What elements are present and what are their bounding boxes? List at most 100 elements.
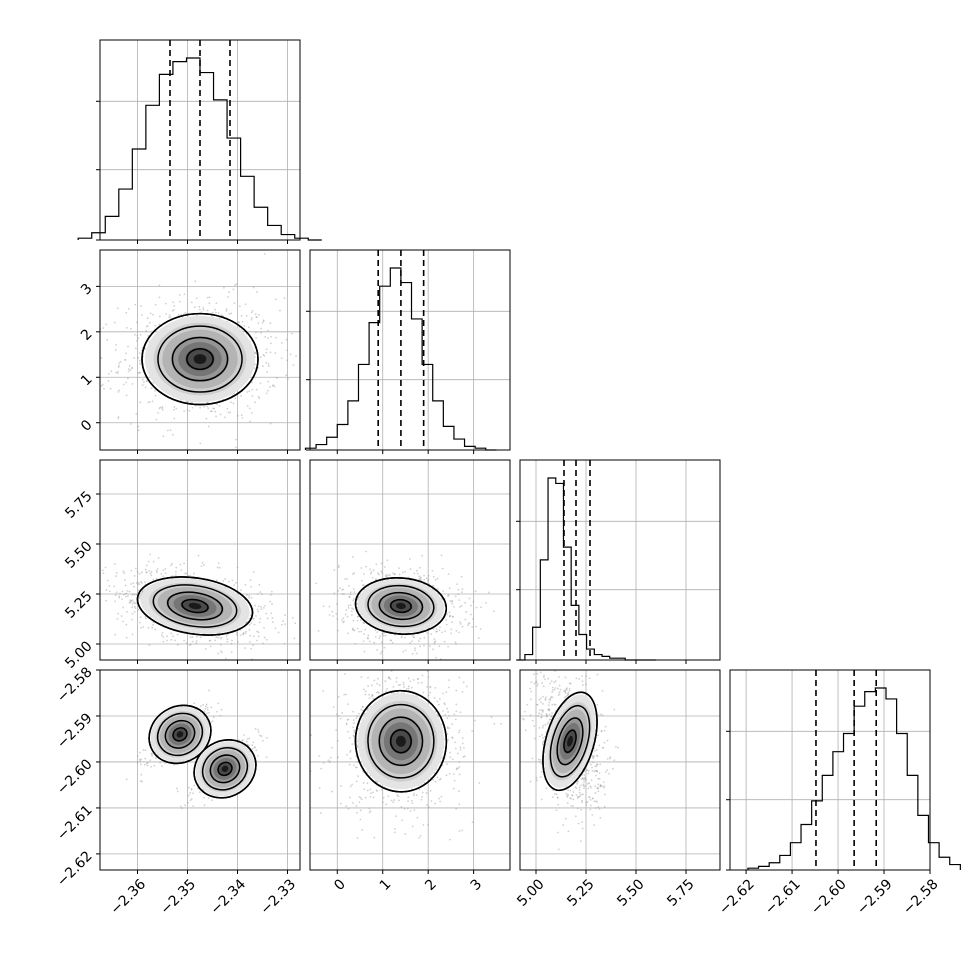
sample-point [129,369,132,372]
sample-point [454,595,457,598]
sample-point [355,780,358,783]
sample-point [357,615,360,618]
sample-point [318,754,321,757]
sample-point [265,361,268,364]
sample-point [121,598,123,601]
sample-point [352,619,355,622]
sample-point [445,623,448,626]
sample-point [252,450,254,452]
sample-point [117,370,119,373]
sample-point [257,322,260,325]
sample-point [210,315,213,317]
sample-point [332,706,335,709]
sample-point [355,805,358,807]
sample-point [400,635,403,638]
sample-point [262,319,265,322]
sample-point [602,781,605,784]
sample-point [190,787,193,790]
sample-point [581,801,583,804]
sample-point [453,779,456,782]
sample-point [429,789,432,792]
sample-point [422,823,425,826]
sample-point [205,705,207,708]
sample-point [458,773,461,776]
sample-point [149,321,151,324]
sample-point [116,372,119,375]
sample-point [154,394,157,397]
sample-point [595,800,597,803]
panel-frame [309,249,511,451]
sample-point [435,628,438,631]
sample-point [458,599,461,601]
sample-point [493,722,496,725]
sample-point [255,331,257,334]
sample-point [429,691,432,694]
sample-point [257,605,260,608]
contour-outer [354,689,448,793]
sample-point [131,599,134,601]
sample-point [250,316,253,319]
sample-point [240,395,243,397]
sample-point [284,623,286,626]
sample-point [246,391,248,393]
sample-point [479,628,482,631]
sample-point [455,629,458,632]
sample-point [384,680,387,683]
sample-point [433,641,436,644]
sample-point [137,608,140,611]
sample-point [395,648,397,650]
sample-point [364,693,367,696]
sample-point [144,386,147,389]
sample-point [242,734,245,736]
sample-point [407,800,409,803]
sample-point [198,305,201,308]
sample-point [365,550,368,553]
sample-point [100,356,103,359]
sample-point [210,706,213,709]
contour-line [152,584,238,628]
sample-point [249,641,251,643]
sample-point [252,635,255,638]
sample-point [258,314,260,316]
sample-point [90,590,92,592]
sample-point [211,799,213,802]
sample-point [146,764,149,767]
sample-point [158,296,161,299]
sample-point [188,786,190,789]
sample-point [408,576,410,579]
sample-point [320,619,322,621]
sample-point [102,572,105,575]
sample-point [351,556,354,558]
sample-point [129,327,132,330]
sample-point [205,417,208,420]
sample-point [220,314,223,317]
sample-point [179,477,181,479]
sample-point [368,697,371,699]
sample-point [457,752,459,755]
sample-point [440,795,443,798]
sample-point [102,327,105,329]
sample-point [425,804,428,806]
sample-point [401,571,404,574]
sample-point [335,713,338,716]
sample-point [432,585,435,588]
sample-point [448,615,451,618]
sample-point [351,607,353,610]
sample-point [245,621,248,624]
sample-point [360,630,363,633]
sample-point [346,730,349,733]
sample-point [361,706,364,708]
sample-point [236,640,239,643]
sample-point [578,791,581,794]
sample-point [259,617,262,620]
sample-point [363,650,366,653]
sample-point [337,590,340,592]
sample-point [459,606,461,608]
sample-point [253,367,256,370]
sample-point [433,697,436,699]
sample-point [346,754,348,756]
sample-point [421,681,423,684]
sample-point [185,641,188,644]
sample-point [136,755,139,757]
sample-point [533,682,536,685]
